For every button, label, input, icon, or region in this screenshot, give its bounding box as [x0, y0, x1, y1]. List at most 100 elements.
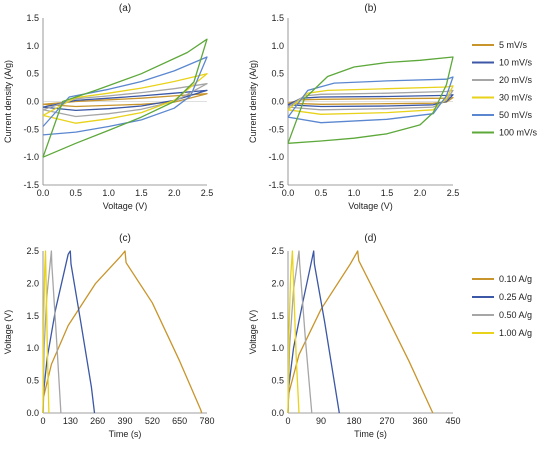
y-tick-label: 1.5: [271, 13, 284, 23]
series-line-50-mv-s: [287, 76, 454, 124]
chart-panel-b: (b) 0.0 0.5 1.0 1.5 2.0 2.5 1.5 1.0 0.5 0.0 -0.5 -1.…: [248, 3, 538, 211]
x-tick-label: 520: [145, 416, 160, 426]
panel-title: (b): [364, 3, 376, 14]
y-tick-label: 1.5: [26, 13, 39, 23]
x-tick-label: 0: [285, 416, 290, 426]
series-line-10-mv-s: [42, 89, 208, 112]
x-tick-label: 2.0: [414, 188, 427, 198]
y-axis-label: Voltage (V): [3, 310, 13, 355]
series-line-1-00-a-g: [287, 250, 300, 414]
y-tick-label: -1.5: [268, 180, 284, 190]
y-tick-label: 0.5: [271, 376, 284, 386]
y-tick-label: 0.0: [271, 408, 284, 418]
legend-label: 50 mV/s: [499, 110, 533, 120]
y-tick-label: -1.0: [268, 152, 284, 162]
x-tick-label: 130: [63, 416, 78, 426]
y-tick-label: 2.5: [271, 246, 284, 256]
x-tick-label: 90: [316, 416, 326, 426]
series-line-0-50-a-g: [287, 250, 313, 414]
series-line-0-10-a-g: [287, 250, 434, 414]
legend-label: 0.50 A/g: [499, 310, 532, 320]
series-line-30-mv-s: [287, 85, 454, 115]
y-tick-label: 0.0: [271, 97, 284, 107]
series-line-0-10-a-g: [42, 250, 203, 414]
x-tick-label: 0.5: [315, 188, 328, 198]
panel-title: (a): [119, 3, 131, 14]
x-tick-label: 0: [40, 416, 45, 426]
x-tick-label: 450: [445, 416, 460, 426]
series-line-0-50-a-g: [42, 250, 62, 414]
series-line-50-mv-s: [42, 56, 208, 136]
x-axis-label: Voltage (V): [103, 201, 148, 211]
legend-label: 1.00 A/g: [499, 328, 532, 338]
legend-label: 10 mV/s: [499, 58, 533, 68]
y-tick-label: 2.0: [26, 278, 39, 288]
series-line-0-25-a-g: [42, 250, 96, 414]
series-line-20-mv-s: [42, 83, 208, 118]
y-tick-label: 1.0: [26, 41, 39, 51]
series-line-5-mv-s: [287, 96, 454, 105]
x-tick-label: 2.5: [201, 188, 214, 198]
y-tick-label: 2.0: [271, 278, 284, 288]
y-tick-label: -1.0: [23, 152, 39, 162]
x-tick-label: 650: [172, 416, 187, 426]
y-axis-label: Current density (A/g): [248, 60, 258, 143]
x-tick-label: 2.5: [447, 188, 460, 198]
x-tick-label: 0.5: [70, 188, 83, 198]
x-tick-label: 1.5: [381, 188, 394, 198]
y-tick-label: 0.5: [26, 69, 39, 79]
legend-label: 0.10 A/g: [499, 274, 532, 284]
x-tick-label: 1.5: [135, 188, 148, 198]
y-tick-label: 1.5: [271, 311, 284, 321]
chart-panel-d: (d) 0 90 180 270 360 450 2.5 2.0 1.5 1.0 0.5 0.0 Time…: [248, 233, 532, 439]
x-tick-label: 390: [117, 416, 132, 426]
y-tick-label: -0.5: [268, 124, 284, 134]
series-line-5-mv-s: [42, 93, 208, 108]
x-tick-label: 2.0: [168, 188, 181, 198]
legend-label: 5 mV/s: [499, 40, 528, 50]
x-axis-label: Voltage (V): [348, 201, 393, 211]
panel-title: (c): [119, 233, 131, 244]
y-tick-label: 0.5: [271, 69, 284, 79]
y-tick-label: 0.0: [26, 408, 39, 418]
x-tick-label: 780: [199, 416, 214, 426]
x-axis-label: Time (s): [109, 429, 142, 439]
chart-panel-c: (c) 0 130 260 390 520 650 780 2.5 2.0 1.5 1.0 0.5 0.0…: [3, 233, 215, 439]
series-line-100-mv-s: [287, 56, 454, 144]
series-line-20-mv-s: [287, 89, 454, 111]
x-tick-label: 0.0: [282, 188, 295, 198]
x-tick-label: 180: [346, 416, 361, 426]
series-line-1-00-a-g: [42, 250, 50, 414]
x-tick-label: 1.0: [348, 188, 361, 198]
y-tick-label: 0.0: [26, 97, 39, 107]
y-tick-label: 2.5: [26, 246, 39, 256]
x-tick-label: 270: [379, 416, 394, 426]
y-tick-label: 1.0: [271, 41, 284, 51]
x-tick-label: 360: [412, 416, 427, 426]
legend-label: 30 mV/s: [499, 93, 533, 103]
series-line-10-mv-s: [287, 94, 454, 108]
y-axis-label: Voltage (V): [248, 310, 258, 355]
x-tick-label: 0.0: [37, 188, 50, 198]
legend-label: 100 mV/s: [499, 128, 538, 138]
legend-label: 0.25 A/g: [499, 292, 532, 302]
y-tick-label: 1.5: [26, 311, 39, 321]
y-tick-label: -0.5: [23, 124, 39, 134]
x-axis-label: Time (s): [354, 429, 387, 439]
legend-label: 20 mV/s: [499, 75, 533, 85]
y-tick-label: 1.0: [26, 343, 39, 353]
chart-panel-a: (a) 0.0 0.5 1.0 1.5 2.0 2.5 1.5 1.0 0.5 0.0 -0.5 -1.…: [3, 3, 213, 211]
legend: 5 mV/s 10 mV/s 20 mV/s 30 mV/s 50 mV/s 100 mV…: [472, 40, 538, 138]
y-tick-label: 0.5: [26, 376, 39, 386]
x-tick-label: 260: [90, 416, 105, 426]
series-line-30-mv-s: [42, 73, 208, 124]
legend: 0.10 A/g 0.25 A/g 0.50 A/g 1.00 A/g: [472, 274, 532, 338]
series-line-0-25-a-g: [287, 250, 340, 414]
series-line-100-mv-s: [42, 38, 208, 158]
panel-title: (d): [364, 233, 376, 244]
y-tick-label: -1.5: [23, 180, 39, 190]
y-axis-label: Current density (A/g): [3, 60, 13, 143]
y-tick-label: 1.0: [271, 343, 284, 353]
x-tick-label: 1.0: [102, 188, 115, 198]
